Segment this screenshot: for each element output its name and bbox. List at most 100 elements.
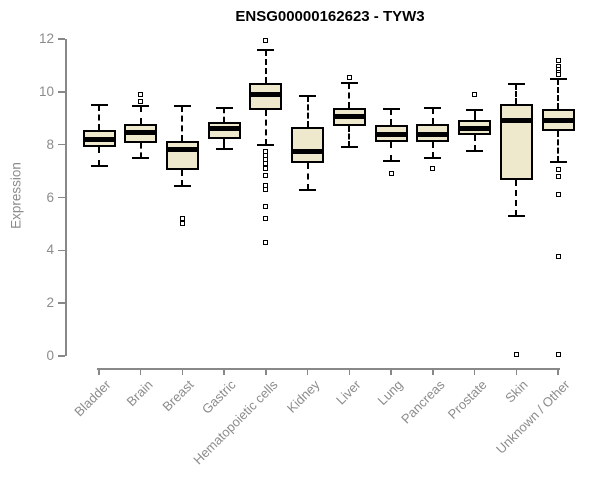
x-axis-tick	[473, 368, 476, 375]
whisker-upper-line	[139, 106, 142, 124]
whisker-lower-line	[98, 147, 100, 166]
whisker-lower-line	[181, 169, 184, 186]
whisker-lower-line	[348, 126, 351, 148]
y-axis-line	[65, 39, 67, 356]
outlier-point	[179, 216, 185, 222]
whisker-lower-line	[139, 143, 142, 158]
outlier-point	[513, 352, 519, 358]
whisker-lower-line	[515, 180, 518, 216]
y-axis-tick	[58, 38, 65, 40]
outlier-point	[555, 254, 561, 260]
median-line	[82, 136, 116, 142]
y-axis-tick-label: 8	[46, 136, 54, 152]
y-axis-tick	[58, 302, 65, 304]
median-line	[165, 147, 199, 153]
outlier-point	[263, 216, 269, 222]
whisker-upper-line	[557, 78, 560, 109]
x-axis-tick	[515, 368, 518, 375]
whisker-lower-line	[431, 142, 434, 158]
median-line	[207, 126, 241, 132]
whisker-lower-cap	[215, 147, 233, 150]
whisker-upper-line	[473, 110, 476, 120]
y-axis-tick-label: 2	[46, 295, 54, 311]
outlier-point	[263, 187, 269, 193]
y-axis-tick	[58, 196, 65, 199]
whisker-lower-cap	[299, 188, 317, 191]
whisker-lower-cap	[424, 156, 442, 159]
whisker-upper-line	[306, 95, 309, 128]
outlier-point	[346, 74, 352, 80]
y-axis-tick-label: 12	[38, 31, 54, 46]
x-axis-tick	[306, 368, 309, 375]
y-axis-tick	[58, 143, 65, 146]
whisker-upper-cap	[507, 82, 525, 85]
outlier-point	[555, 57, 561, 63]
x-axis-tick	[390, 368, 392, 375]
x-axis-tick	[557, 368, 559, 375]
y-axis-tick-label: 10	[38, 83, 54, 99]
whisker-upper-cap	[173, 105, 191, 108]
whisker-upper-line	[515, 83, 518, 104]
whisker-upper-cap	[215, 106, 233, 109]
whisker-upper-cap	[90, 104, 108, 107]
outlier-point	[555, 192, 561, 198]
median-line	[499, 118, 533, 124]
outlier-point	[263, 160, 269, 166]
whisker-lower-cap	[549, 160, 567, 163]
x-axis-tick	[98, 368, 100, 375]
whisker-lower-cap	[173, 184, 191, 187]
outlier-point	[555, 72, 561, 78]
y-axis-tick-label: 0	[46, 348, 54, 363]
x-axis-tick	[265, 368, 267, 375]
whisker-lower-cap	[466, 150, 484, 153]
x-axis-tick	[181, 368, 184, 375]
box-iqr	[291, 127, 325, 164]
median-line	[291, 148, 325, 154]
median-line	[332, 114, 366, 120]
median-line	[541, 118, 575, 124]
x-axis-tick	[432, 368, 434, 375]
y-axis-tick	[58, 91, 65, 93]
whisker-lower-line	[473, 135, 476, 152]
whisker-upper-line	[223, 107, 226, 123]
whisker-upper-line	[390, 109, 393, 125]
outlier-point	[263, 165, 269, 171]
whisker-upper-cap	[340, 81, 358, 84]
box-iqr	[165, 140, 199, 170]
outlier-point	[555, 352, 561, 358]
y-axis-tick	[58, 355, 65, 357]
median-line	[249, 91, 283, 97]
outlier-point	[472, 91, 478, 97]
median-line	[124, 130, 158, 136]
whisker-lower-line	[390, 142, 393, 161]
whisker-upper-line	[181, 106, 184, 141]
whisker-upper-cap	[382, 108, 400, 110]
whisker-upper-line	[264, 49, 267, 83]
y-axis-tick-label: 6	[46, 189, 54, 205]
whisker-lower-line	[264, 110, 267, 145]
whisker-upper-cap	[424, 106, 442, 109]
outlier-point	[138, 98, 144, 104]
whisker-upper-cap	[132, 105, 150, 108]
whisker-lower-cap	[90, 164, 108, 167]
whisker-lower-line	[557, 131, 560, 162]
whisker-upper-line	[431, 107, 434, 124]
whisker-upper-cap	[299, 94, 317, 97]
outlier-point	[263, 172, 269, 178]
outlier-point	[263, 204, 269, 210]
outlier-point	[430, 165, 436, 171]
outlier-point	[263, 239, 269, 245]
x-axis-tick	[348, 368, 351, 375]
outlier-point	[555, 167, 561, 173]
outlier-point	[179, 221, 185, 227]
y-axis-tick-label: 4	[46, 242, 54, 258]
median-line	[416, 131, 450, 137]
whisker-lower-cap	[507, 214, 525, 217]
outlier-point	[388, 171, 394, 177]
outlier-point	[555, 173, 561, 179]
x-axis-line	[97, 368, 561, 370]
whisker-upper-cap	[257, 48, 275, 51]
whisker-lower-line	[306, 163, 309, 190]
chart-title: ENSG00000162623 - TYW3	[235, 8, 425, 25]
outlier-point	[138, 91, 144, 97]
